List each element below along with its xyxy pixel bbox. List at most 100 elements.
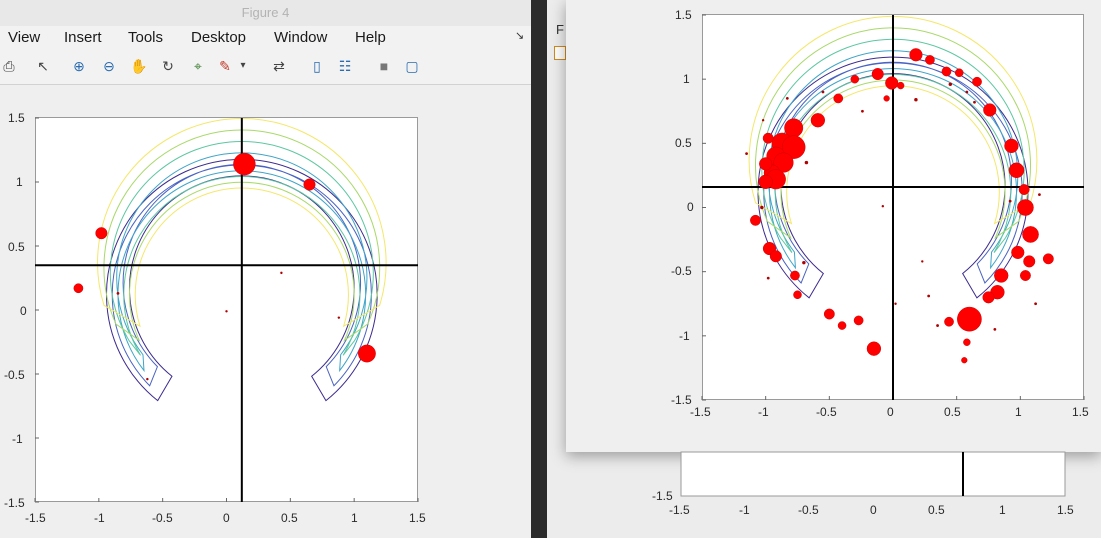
right-particle-marker (983, 103, 997, 117)
right-particle-marker (973, 100, 976, 104)
left-x-tick: -1.5 (25, 511, 46, 525)
zoom-in-icon[interactable]: ⊕ (73, 58, 85, 74)
right-particle-marker (896, 81, 905, 90)
right-particle-marker (881, 205, 885, 208)
brush-icon[interactable]: ✎ (219, 58, 231, 74)
menu-desktop[interactable]: Desktop (191, 29, 247, 46)
right-particle-marker (758, 174, 773, 189)
right-x-tick: -1 (758, 405, 769, 419)
left-particle-marker (95, 227, 108, 240)
right-contour-line (767, 50, 1019, 270)
left-x-tick: 0 (223, 511, 230, 525)
right-x-tick: 0.5 (944, 405, 961, 419)
right-particle-marker (750, 214, 761, 226)
rotate-3d-icon[interactable]: ↻ (162, 58, 174, 74)
left-contour-line (111, 163, 372, 387)
right-particle-marker (760, 205, 764, 210)
right-particle-marker (954, 68, 964, 78)
pointer-icon[interactable]: ↖ (37, 58, 49, 74)
right-particle-marker (1034, 302, 1037, 306)
right-particle-marker (1038, 193, 1041, 197)
left-particle-marker (225, 310, 228, 313)
right-x-tick: 0 (887, 405, 894, 419)
print-icon[interactable]: ⎙ (3, 58, 15, 74)
file-icon[interactable] (554, 46, 566, 60)
left-particle-marker (358, 344, 376, 363)
left-particle-marker (280, 271, 283, 275)
right-x-tick: -1.5 (690, 405, 711, 419)
right-particle-marker (944, 316, 954, 327)
menu-window[interactable]: Window (274, 29, 328, 46)
right-particle-marker (866, 341, 882, 356)
right-particle-marker (1004, 138, 1019, 154)
right-particle-marker (961, 357, 968, 364)
right-particle-marker (936, 324, 939, 327)
left-x-tick: 1.5 (409, 511, 426, 525)
dock-figure-icon[interactable]: ▢ (405, 58, 419, 74)
left-y-tick: -1 (12, 432, 23, 446)
left-particle-marker (73, 283, 84, 294)
right-particle-marker (762, 132, 774, 144)
right-particle-marker (810, 113, 826, 128)
right-particle-marker (759, 157, 773, 171)
right-particle-marker (785, 97, 789, 100)
pan-hand-icon[interactable]: ✋ (130, 58, 148, 74)
legend-icon[interactable]: ☷ (338, 58, 352, 74)
left-x-tick: -0.5 (152, 511, 173, 525)
left-particle-marker (303, 178, 316, 191)
menu-tools[interactable]: Tools (128, 29, 164, 46)
left-y-tick: -1.5 (4, 496, 25, 510)
left-particle-marker (116, 291, 120, 295)
right-y-tick: -1 (679, 329, 690, 343)
right-y-tick: -0.5 (671, 264, 692, 278)
right-particle-marker (894, 302, 897, 305)
right-particle-marker (972, 76, 982, 87)
left-y-tick: 1 (16, 175, 23, 189)
menu-help[interactable]: Help (355, 29, 386, 46)
right-particle-marker (804, 160, 809, 165)
background-plot-area (680, 451, 1066, 497)
colorbar-icon[interactable]: ▯ (313, 58, 321, 74)
right-particle-marker (941, 66, 952, 77)
hide-tools-icon[interactable]: ■ (379, 58, 389, 74)
left-particle-marker (146, 377, 149, 381)
right-particle-marker (850, 74, 860, 84)
left-contour-line (116, 152, 368, 373)
right-y-tick: -1.5 (671, 393, 692, 407)
menu-view[interactable]: View (8, 29, 41, 46)
right-contour-line (763, 61, 1023, 284)
right-particle-marker (823, 308, 835, 320)
left-y-tick: 1.5 (8, 111, 25, 125)
back-y-tick: -1.5 (652, 489, 673, 503)
right-particle-marker (1011, 245, 1025, 259)
right-particle-marker (802, 260, 806, 265)
background-window-tab[interactable]: F (556, 22, 564, 37)
window-title: Figure 4 (241, 5, 290, 20)
menu-insert[interactable]: Insert (64, 29, 102, 46)
right-particle-marker (1020, 270, 1031, 281)
data-cursor-icon[interactable]: ⌖ (194, 58, 202, 74)
left-y-tick: 0.5 (8, 240, 25, 254)
left-contour-line (97, 117, 387, 328)
right-contour-line (761, 38, 1025, 253)
right-particle-marker (1018, 184, 1030, 195)
left-particle-marker (233, 152, 256, 176)
right-particle-marker (909, 48, 923, 62)
right-particle-marker (925, 55, 935, 65)
right-particle-marker (914, 97, 918, 102)
plot-area-left[interactable] (35, 117, 418, 502)
zoom-out-icon[interactable]: ⊖ (103, 58, 115, 74)
right-particle-marker (963, 338, 971, 346)
right-particle-marker (861, 109, 864, 113)
right-y-tick: 1 (683, 72, 690, 86)
link-plot-icon[interactable]: ⇄ (273, 58, 285, 74)
right-x-tick: 1 (1015, 405, 1022, 419)
desktop-gap (531, 0, 547, 538)
dock-arrow-icon[interactable]: ↘ (515, 30, 525, 42)
right-y-tick: 0.5 (675, 136, 692, 150)
right-y-tick: 0 (687, 200, 694, 214)
brush-dropdown-icon[interactable]: ▾ (240, 60, 246, 71)
figure-toolbar: ⎙ ↖ ⊕ ⊖ ✋ ↻ ⌖ ✎ ▾ ⇄ ▯ ☷ ■ ▢ (0, 50, 531, 85)
right-particle-marker (1008, 199, 1012, 203)
